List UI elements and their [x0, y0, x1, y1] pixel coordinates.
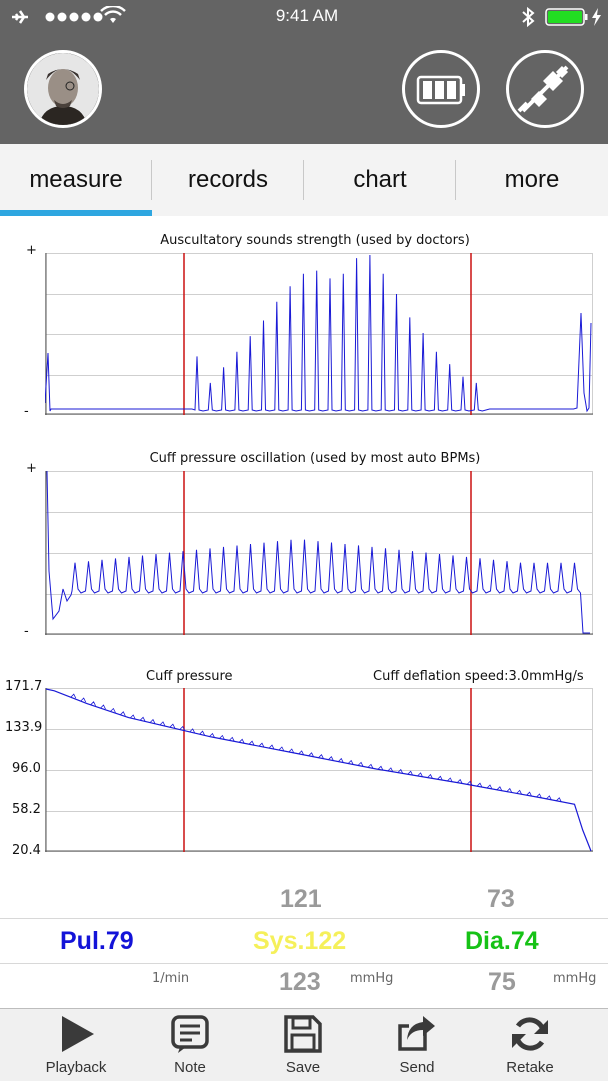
playback-button[interactable]: Playback [26, 1009, 126, 1081]
battery-icon [416, 75, 465, 105]
tab-bar: measure records chart more [0, 144, 608, 216]
refresh-icon [512, 1017, 548, 1051]
readout-divider [0, 918, 608, 919]
y-tick-label: 133.9 [5, 720, 43, 735]
share-icon [398, 1016, 435, 1051]
playback-label: Playback [45, 1059, 107, 1076]
tab-divider [303, 160, 304, 200]
cuff-pressure-trace [45, 688, 592, 852]
diastolic-lower-value: 75 [488, 968, 516, 996]
bottom-toolbar: Playback Note Save Send Retake [0, 1008, 608, 1081]
tab-chart[interactable]: chart [353, 166, 407, 193]
chart-ymax-label: + [26, 243, 37, 258]
chart-ymax-label: + [26, 461, 37, 476]
header-bar: 9:41 AM [0, 0, 608, 144]
pulse-unit: 1/min [152, 971, 190, 986]
save-label: Save [285, 1059, 321, 1076]
status-time: 9:41 AM [275, 6, 339, 25]
status-battery-icon [545, 8, 601, 26]
connection-button[interactable] [506, 50, 584, 128]
readout-divider [0, 963, 608, 964]
chart-title-auscultatory: Auscultatory sounds strength (used by do… [160, 233, 470, 248]
play-icon [62, 1016, 94, 1052]
avatar[interactable] [24, 50, 102, 128]
y-tick-label: 96.0 [12, 761, 41, 776]
cuff-pressure-chart [45, 688, 593, 852]
note-icon [171, 1015, 209, 1053]
retake-button[interactable]: Retake [480, 1009, 580, 1081]
battery-button[interactable] [402, 50, 480, 128]
tab-records[interactable]: records [187, 166, 269, 193]
tab-divider [151, 160, 152, 200]
auscultatory-chart [45, 253, 593, 415]
chart-title-cuff: Cuff pressure [146, 669, 233, 684]
cuff-deflation-speed: Cuff deflation speed:3.0mmHg/s [373, 669, 584, 684]
note-label: Note [174, 1059, 206, 1076]
unplugged-icon [517, 65, 569, 113]
chart-ymin-label: - [24, 624, 29, 639]
retake-label: Retake [506, 1059, 554, 1076]
tab-divider [455, 160, 456, 200]
send-button[interactable]: Send [367, 1009, 467, 1081]
diastolic-unit: mmHg [553, 971, 597, 986]
oscillation-chart [45, 471, 593, 635]
bluetooth-icon [522, 6, 535, 28]
pulse-value: Pul.79 [60, 927, 134, 955]
systolic-value: Sys.122 [253, 927, 347, 955]
y-tick-label: 58.2 [12, 802, 41, 817]
pulse-ripple [70, 693, 562, 802]
tab-more[interactable]: more [504, 166, 560, 193]
chart-ymin-label: - [24, 404, 29, 419]
systolic-upper-value: 121 [280, 885, 322, 913]
auscultatory-trace [45, 254, 592, 413]
diastolic-upper-value: 73 [487, 885, 515, 913]
wifi-icon [100, 6, 126, 23]
y-tick-label: 20.4 [12, 843, 41, 858]
oscillation-trace [46, 471, 590, 634]
floppy-icon [284, 1015, 322, 1053]
chart-title-oscillation: Cuff pressure oscillation (used by most … [149, 451, 481, 466]
save-button[interactable]: Save [253, 1009, 353, 1081]
systolic-lower-value: 123 [279, 968, 321, 996]
signal-icon [12, 10, 103, 24]
active-tab-indicator [0, 210, 152, 216]
tab-measure[interactable]: measure [29, 166, 123, 193]
send-label: Send [399, 1059, 435, 1076]
diastolic-value: Dia.74 [465, 927, 539, 955]
y-tick-label: 171.7 [5, 679, 43, 694]
note-button[interactable]: Note [140, 1009, 240, 1081]
systolic-unit: mmHg [350, 971, 394, 986]
